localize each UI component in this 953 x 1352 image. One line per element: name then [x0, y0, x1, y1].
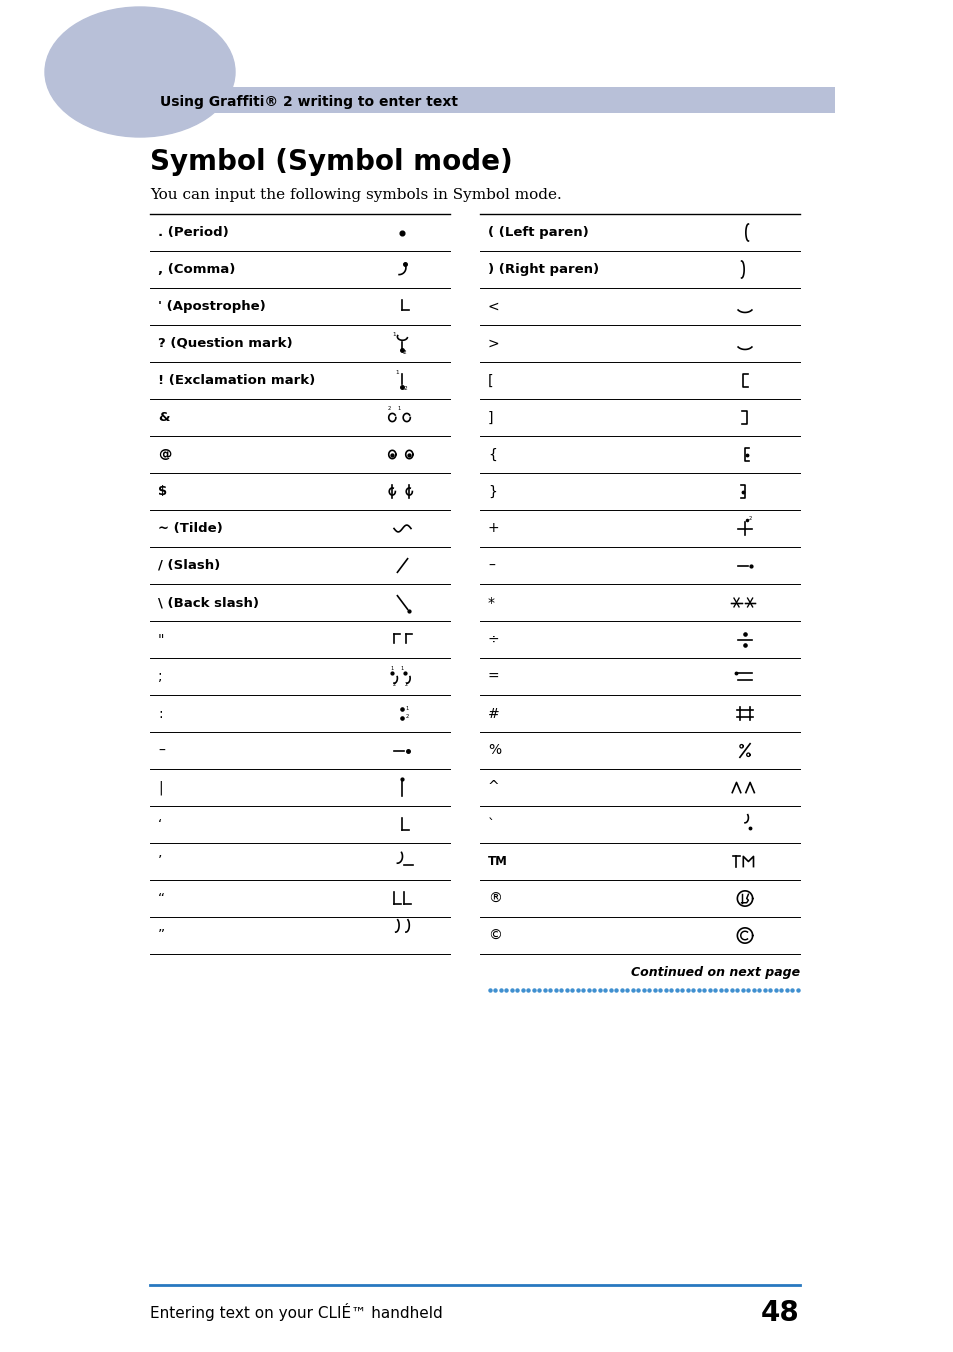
Text: ©: ©	[488, 929, 501, 942]
Text: 1: 1	[397, 407, 400, 411]
Text: |: |	[158, 780, 162, 795]
Text: ÷: ÷	[488, 633, 499, 646]
Text: TM: TM	[488, 854, 507, 868]
Text: *: *	[488, 595, 495, 610]
Text: 2: 2	[387, 407, 390, 411]
Text: }: }	[488, 484, 497, 499]
Text: ’: ’	[158, 854, 162, 868]
Text: ! (Exclamation mark): ! (Exclamation mark)	[158, 375, 314, 387]
Text: 2: 2	[402, 350, 406, 354]
Text: –: –	[488, 558, 495, 572]
Text: ~ (Tilde): ~ (Tilde)	[158, 522, 222, 535]
Text: ) (Right paren): ) (Right paren)	[488, 264, 598, 276]
Text: <: <	[488, 300, 499, 314]
Text: @: @	[158, 448, 172, 461]
Text: ;: ;	[158, 669, 162, 684]
Text: :: :	[158, 707, 162, 721]
Text: 1: 1	[390, 665, 394, 671]
Text: ]: ]	[488, 411, 493, 425]
Text: \ (Back slash): \ (Back slash)	[158, 596, 258, 608]
Ellipse shape	[45, 7, 234, 137]
Text: 2: 2	[404, 683, 407, 688]
Text: 2: 2	[404, 387, 407, 392]
Text: =: =	[488, 669, 499, 684]
Text: –: –	[158, 744, 165, 757]
Text: 2: 2	[405, 714, 409, 719]
Text: 48: 48	[760, 1299, 800, 1328]
Text: ? (Question mark): ? (Question mark)	[158, 337, 293, 350]
Text: 1: 1	[400, 665, 404, 671]
Text: ”: ”	[158, 929, 165, 942]
Text: 2: 2	[747, 516, 751, 521]
Text: / (Slash): / (Slash)	[158, 558, 220, 572]
Text: 1: 1	[395, 369, 398, 375]
Text: %: %	[488, 744, 500, 757]
Bar	[135, 87, 834, 114]
Text: #: #	[488, 707, 499, 721]
Text: {: {	[488, 448, 497, 461]
Text: $: $	[158, 485, 167, 498]
Text: . (Period): . (Period)	[158, 226, 229, 239]
Text: >: >	[488, 337, 499, 350]
Text: , (Comma): , (Comma)	[158, 264, 235, 276]
Text: ' (Apostrophe): ' (Apostrophe)	[158, 300, 266, 314]
Text: ": "	[158, 633, 164, 646]
Text: +: +	[488, 522, 499, 535]
Text: ®: ®	[488, 891, 501, 906]
Text: ^: ^	[488, 780, 499, 795]
Text: Symbol (Symbol mode): Symbol (Symbol mode)	[150, 147, 512, 176]
Text: 2: 2	[392, 683, 395, 688]
Text: [: [	[488, 373, 493, 388]
Text: Entering text on your CLIÉ™ handheld: Entering text on your CLIÉ™ handheld	[150, 1303, 442, 1321]
Text: You can input the following symbols in Symbol mode.: You can input the following symbols in S…	[150, 188, 561, 201]
Text: ( (Left paren): ( (Left paren)	[488, 226, 588, 239]
Text: Using Graffiti® 2 writing to enter text: Using Graffiti® 2 writing to enter text	[160, 95, 457, 110]
Text: `: `	[488, 818, 495, 831]
Text: “: “	[158, 891, 165, 906]
Text: 1: 1	[392, 333, 395, 338]
Text: &: &	[158, 411, 170, 425]
Text: ‘: ‘	[158, 818, 162, 831]
Text: 1: 1	[405, 706, 409, 711]
Text: Continued on next page: Continued on next page	[630, 965, 800, 979]
